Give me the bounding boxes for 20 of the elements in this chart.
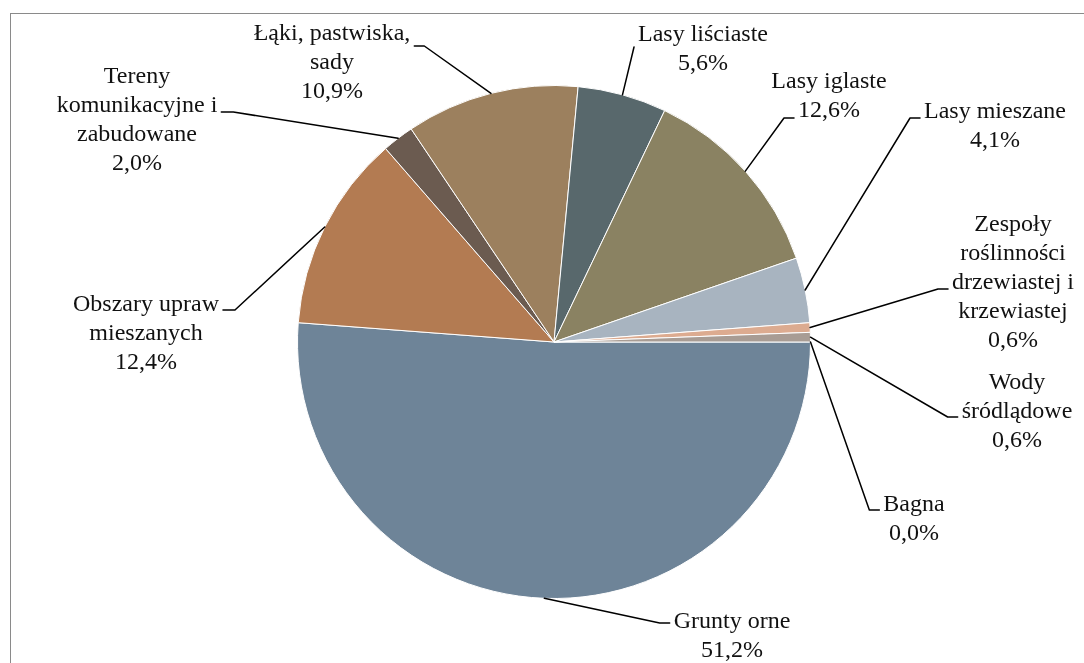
- data-label: 12,6%: [798, 96, 860, 123]
- slice-label: Łąki, pastwiska, sady: [253, 19, 411, 75]
- data-label: 0,6%: [988, 326, 1038, 353]
- slice-label: Lasy mieszane: [924, 97, 1066, 124]
- slice-label: Wody śródlądowe: [961, 368, 1073, 424]
- data-label: 4,1%: [970, 126, 1020, 153]
- data-label: 2,0%: [112, 149, 162, 176]
- slice-label: Grunty orne: [673, 607, 791, 634]
- category-label: Bagna: [883, 490, 945, 517]
- text: 0,0%: [889, 519, 939, 546]
- slice-label: Obszary upraw mieszanych: [73, 290, 220, 346]
- slice-label: Lasy iglaste: [771, 67, 887, 94]
- data-label: 12,4%: [115, 348, 177, 375]
- data-label: 51,2%: [701, 636, 763, 663]
- slice-label: Zespoły roślinności drzewiastej i krzewiastej: [952, 210, 1075, 324]
- slice-label: Lasy liściaste: [638, 20, 768, 47]
- data-label: 5,6%: [678, 49, 728, 76]
- slice-label: Tereny komunikacyjne i zabudowane: [56, 62, 218, 147]
- data-label: 0,6%: [992, 426, 1042, 453]
- data-label: 10,9%: [301, 77, 363, 104]
